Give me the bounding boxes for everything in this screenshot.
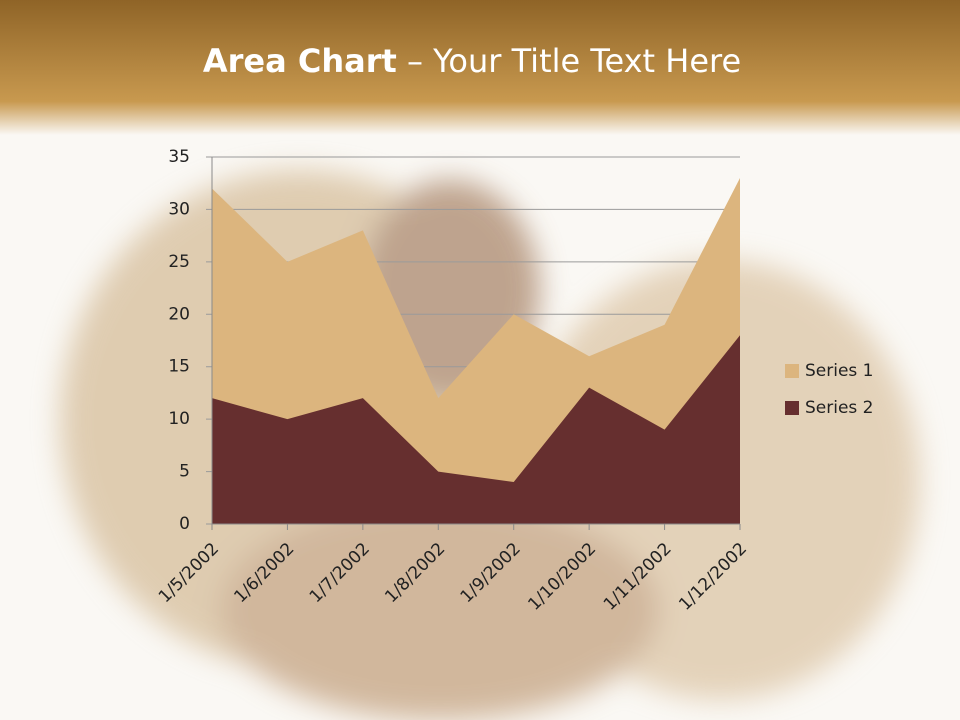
y-tick-label: 25 (168, 252, 190, 272)
y-tick-label: 30 (168, 199, 190, 219)
y-tick-label: 0 (179, 514, 190, 534)
slide-title: Area Chart – Your Title Text Here (203, 42, 741, 80)
header-band (0, 0, 960, 135)
legend-swatch (785, 364, 799, 378)
y-tick-label: 10 (168, 409, 190, 429)
legend-label: Series 1 (805, 361, 874, 381)
area (212, 335, 740, 524)
legend-label: Series 2 (805, 398, 874, 418)
y-tick-label: 5 (179, 462, 190, 482)
legend-swatch (785, 401, 799, 415)
y-tick-label: 15 (168, 357, 190, 377)
y-tick-label: 20 (168, 304, 190, 324)
y-tick-label: 35 (168, 147, 190, 167)
